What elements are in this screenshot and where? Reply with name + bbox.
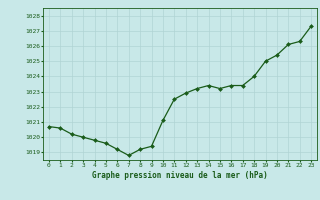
X-axis label: Graphe pression niveau de la mer (hPa): Graphe pression niveau de la mer (hPa) [92, 171, 268, 180]
